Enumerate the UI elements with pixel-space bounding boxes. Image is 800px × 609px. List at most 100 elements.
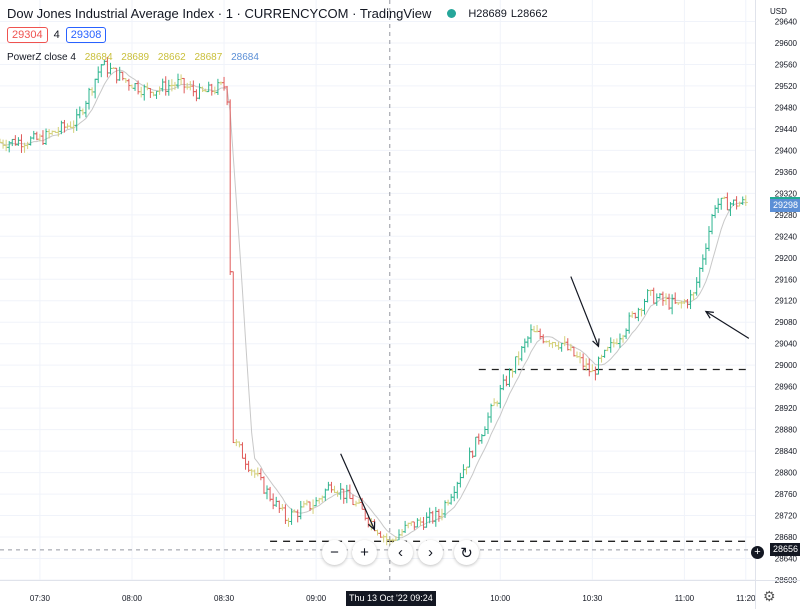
ohlc-bar — [271, 493, 276, 510]
ohlc-bar — [694, 277, 699, 296]
y-tick-label: 28880 — [775, 426, 798, 435]
annotation-arrow — [340, 453, 376, 531]
buy-button[interactable]: 29308 — [65, 27, 107, 43]
ohlc-bar — [725, 192, 730, 211]
ohlc-bar — [667, 293, 672, 310]
scroll-right-button[interactable]: › — [418, 540, 443, 565]
ohlc-bar — [311, 499, 316, 514]
ohlc-bar — [519, 345, 524, 362]
ohlc-bar — [562, 336, 567, 347]
ohlc-bar — [706, 226, 711, 252]
zoom-in-button[interactable]: + — [352, 540, 377, 565]
ohlc-bar — [703, 243, 708, 265]
ohlc-bar — [234, 439, 239, 447]
y-tick-label: 29240 — [775, 232, 798, 241]
y-tick-label: 28640 — [775, 555, 798, 564]
ohlc-bar — [117, 66, 122, 81]
ohlc-bar — [412, 521, 417, 530]
crosshair — [0, 0, 755, 580]
ohlc-bar — [243, 453, 248, 470]
ohlc-bar — [571, 346, 576, 357]
ohlc-bar — [710, 213, 715, 235]
x-tick-label: 10:30 — [582, 594, 603, 603]
arrow-head — [704, 310, 714, 319]
ohlc-bar — [424, 512, 429, 528]
ohlc-bar — [418, 517, 423, 526]
y-tick-label: 29560 — [775, 60, 798, 69]
ohlc-bar — [670, 294, 675, 315]
ohlc-bar — [350, 494, 355, 506]
arrow-head — [367, 521, 376, 531]
low-value: L28662 — [510, 7, 548, 20]
annotation-arrow — [570, 276, 600, 348]
reset-chart-button[interactable]: ↻ — [454, 540, 479, 565]
ohlc-bar — [400, 529, 405, 537]
symbol-title[interactable]: Dow Jones Industrial Average Index · 1 ·… — [7, 6, 432, 21]
indicator-value: 28684 — [84, 52, 113, 63]
ohlc-bar — [455, 481, 460, 499]
x-tick-label: 09:00 — [306, 594, 327, 603]
ohlc-bar — [403, 520, 408, 534]
settings-gear-icon[interactable]: ⚙ — [763, 588, 776, 604]
y-tick-label: 28960 — [775, 383, 798, 392]
ohlc-bar — [99, 64, 104, 78]
ohlc-bar — [77, 106, 82, 119]
ohlc-bar — [538, 328, 543, 340]
scroll-left-button[interactable]: ‹ — [388, 540, 413, 565]
y-tick-label: 29040 — [775, 340, 798, 349]
ohlc-bar — [464, 466, 469, 475]
ohlc-bar — [93, 78, 98, 99]
currency-label[interactable]: USD — [770, 7, 787, 16]
x-tick-label: 08:30 — [214, 594, 235, 603]
indicator-legend[interactable]: PowerZ close 4 28684 28689 28662 28687 2… — [7, 52, 265, 63]
high-value: H28689 — [468, 7, 507, 20]
y-tick-label: 29440 — [775, 125, 798, 134]
ohlc-bar — [516, 351, 521, 366]
y-tick-label: 28680 — [775, 533, 798, 542]
ohlc-bar — [320, 495, 325, 503]
ohlc-bar — [31, 130, 36, 140]
y-tick-label: 29280 — [775, 211, 798, 220]
annotation-arrows — [340, 276, 750, 531]
ohlc-bar — [283, 504, 288, 525]
powerz-line — [0, 69, 746, 539]
ohlc-bar — [476, 433, 481, 445]
ohlc-bar — [630, 311, 635, 318]
indicator-value: 28687 — [194, 52, 223, 63]
spread-value: 4 — [53, 29, 60, 41]
zoom-out-button[interactable]: − — [322, 540, 347, 565]
ohlc-bar — [139, 86, 144, 98]
ohlc-bar — [16, 137, 21, 146]
ohlc-bar — [651, 287, 656, 304]
ohlc-bar — [261, 476, 266, 494]
add-alert-icon[interactable]: + — [751, 546, 764, 559]
ohlc-bar — [501, 374, 506, 391]
market-status-icon — [447, 9, 457, 18]
ohlc-bar — [280, 504, 285, 511]
y-tick-label: 29400 — [775, 146, 798, 155]
ohlc-bar — [507, 368, 512, 387]
ohlc-bar — [10, 138, 15, 147]
ohlc-bar — [719, 197, 724, 210]
y-tick-label: 28720 — [775, 512, 798, 521]
ohlc-bar — [716, 198, 721, 214]
y-tick-label: 29480 — [775, 103, 798, 112]
ohlc-bar — [700, 254, 705, 272]
ohlc-bar — [4, 139, 9, 152]
ohlc-bar — [492, 398, 497, 407]
y-tick-label: 29320 — [775, 189, 798, 198]
sell-button[interactable]: 29304 — [7, 27, 48, 43]
indicator-value: 28662 — [157, 52, 186, 63]
x-tick-label: 11:20 — [736, 594, 756, 603]
y-tick-label: 29640 — [775, 17, 798, 26]
ohlc-bar — [528, 324, 533, 343]
indicator-value: 28689 — [121, 52, 150, 63]
ohlc-bar — [136, 80, 141, 95]
ohlc-bar — [194, 89, 199, 102]
ohlc-bar — [375, 529, 380, 536]
y-tick-label: 29520 — [775, 82, 798, 91]
ohlc-bar — [740, 196, 745, 205]
ohlc-bar — [467, 447, 472, 468]
